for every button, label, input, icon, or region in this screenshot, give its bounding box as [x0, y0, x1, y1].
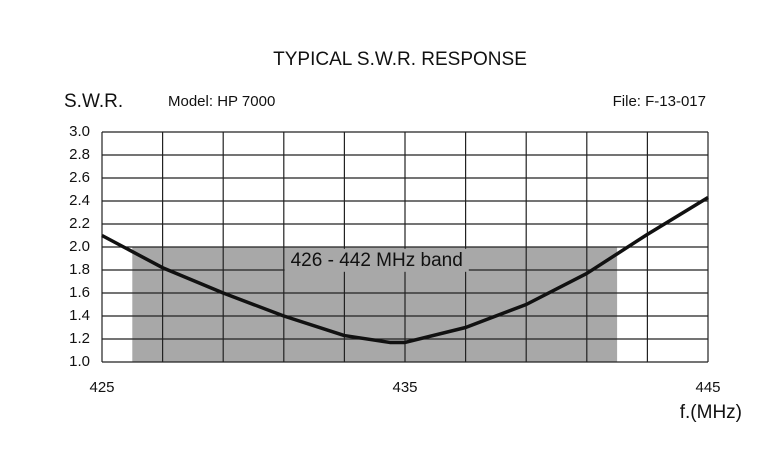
chart-title: TYPICAL S.W.R. RESPONSE: [273, 49, 527, 70]
file-label: File: F-13-017: [613, 93, 706, 110]
model-label: Model: HP 7000: [168, 93, 275, 110]
x-tick-label: 425: [89, 379, 114, 396]
x-tick-label: 435: [392, 379, 417, 396]
y-axis-label: S.W.R.: [64, 91, 123, 112]
y-tick-label: 1.0: [69, 353, 90, 370]
swr-curve: [101, 196, 709, 345]
band-label: 426 - 442 MHz band: [291, 250, 463, 271]
y-tick-label: 2.6: [69, 169, 90, 186]
y-tick-label: 1.6: [69, 284, 90, 301]
y-tick-label: 1.2: [69, 330, 90, 347]
band-label-background: [284, 248, 469, 272]
x-tick-label: 445: [695, 379, 720, 396]
y-tick-label: 1.8: [69, 261, 90, 278]
y-tick-label: 2.4: [69, 192, 90, 209]
y-tick-label: 3.0: [69, 123, 90, 140]
y-tick-label: 2.8: [69, 146, 90, 163]
y-tick-label: 2.2: [69, 215, 90, 232]
x-axis-label: f.(MHz): [680, 402, 742, 423]
y-tick-label: 1.4: [69, 307, 90, 324]
y-tick-label: 2.0: [69, 238, 90, 255]
